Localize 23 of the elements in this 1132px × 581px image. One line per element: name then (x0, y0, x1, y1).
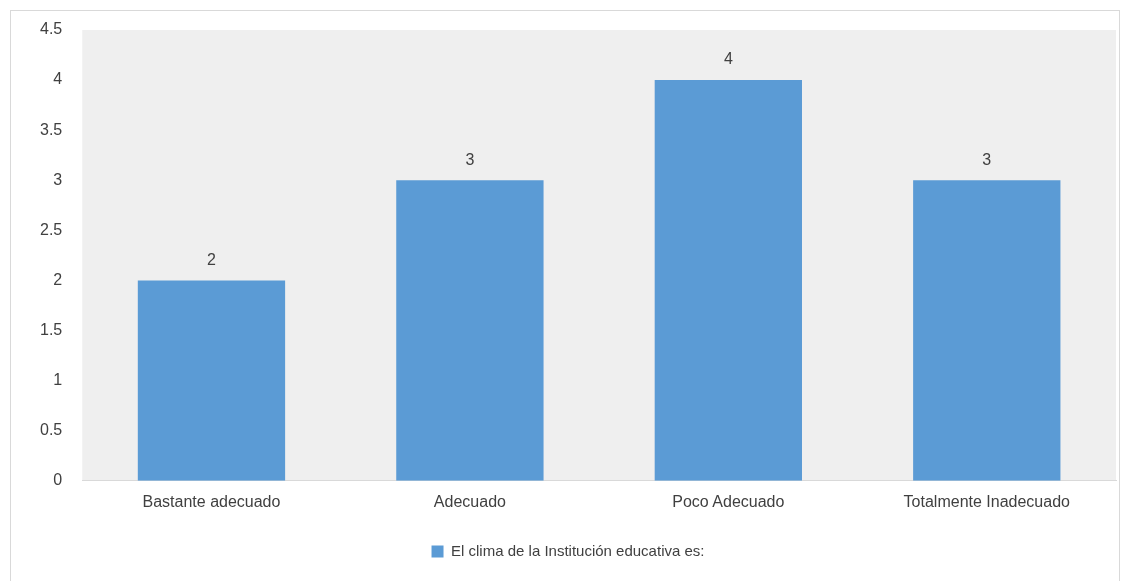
data-label: 3 (465, 150, 475, 168)
x-tick-label: Totalmente Inadecuado (903, 492, 1071, 510)
y-tick-label: 4.5 (39, 20, 63, 38)
bar (396, 180, 544, 481)
y-tick-label: 1 (53, 371, 63, 389)
y-tick-label: 0 (53, 471, 63, 489)
bar (654, 80, 802, 481)
y-tick-label: 4 (53, 70, 63, 88)
data-label: 3 (982, 150, 992, 168)
y-tick-label: 2 (53, 270, 63, 288)
y-tick-label: 2.5 (39, 220, 63, 238)
y-tick-label: 1.5 (39, 320, 63, 338)
legend-label: El clima de la Institución educativa es: (451, 541, 705, 559)
x-tick-label: Adecuado (433, 492, 507, 510)
x-tick-label: Bastante adecuado (142, 492, 281, 510)
data-label: 4 (723, 50, 733, 68)
y-tick-label: 3 (53, 170, 63, 188)
y-tick-label: 3.5 (39, 120, 63, 138)
x-tick-label: Poco Adecuado (672, 492, 785, 510)
y-tick-label: 0.5 (39, 421, 63, 439)
data-label: 2 (207, 250, 217, 268)
bar (137, 280, 286, 481)
bar (913, 180, 1061, 481)
